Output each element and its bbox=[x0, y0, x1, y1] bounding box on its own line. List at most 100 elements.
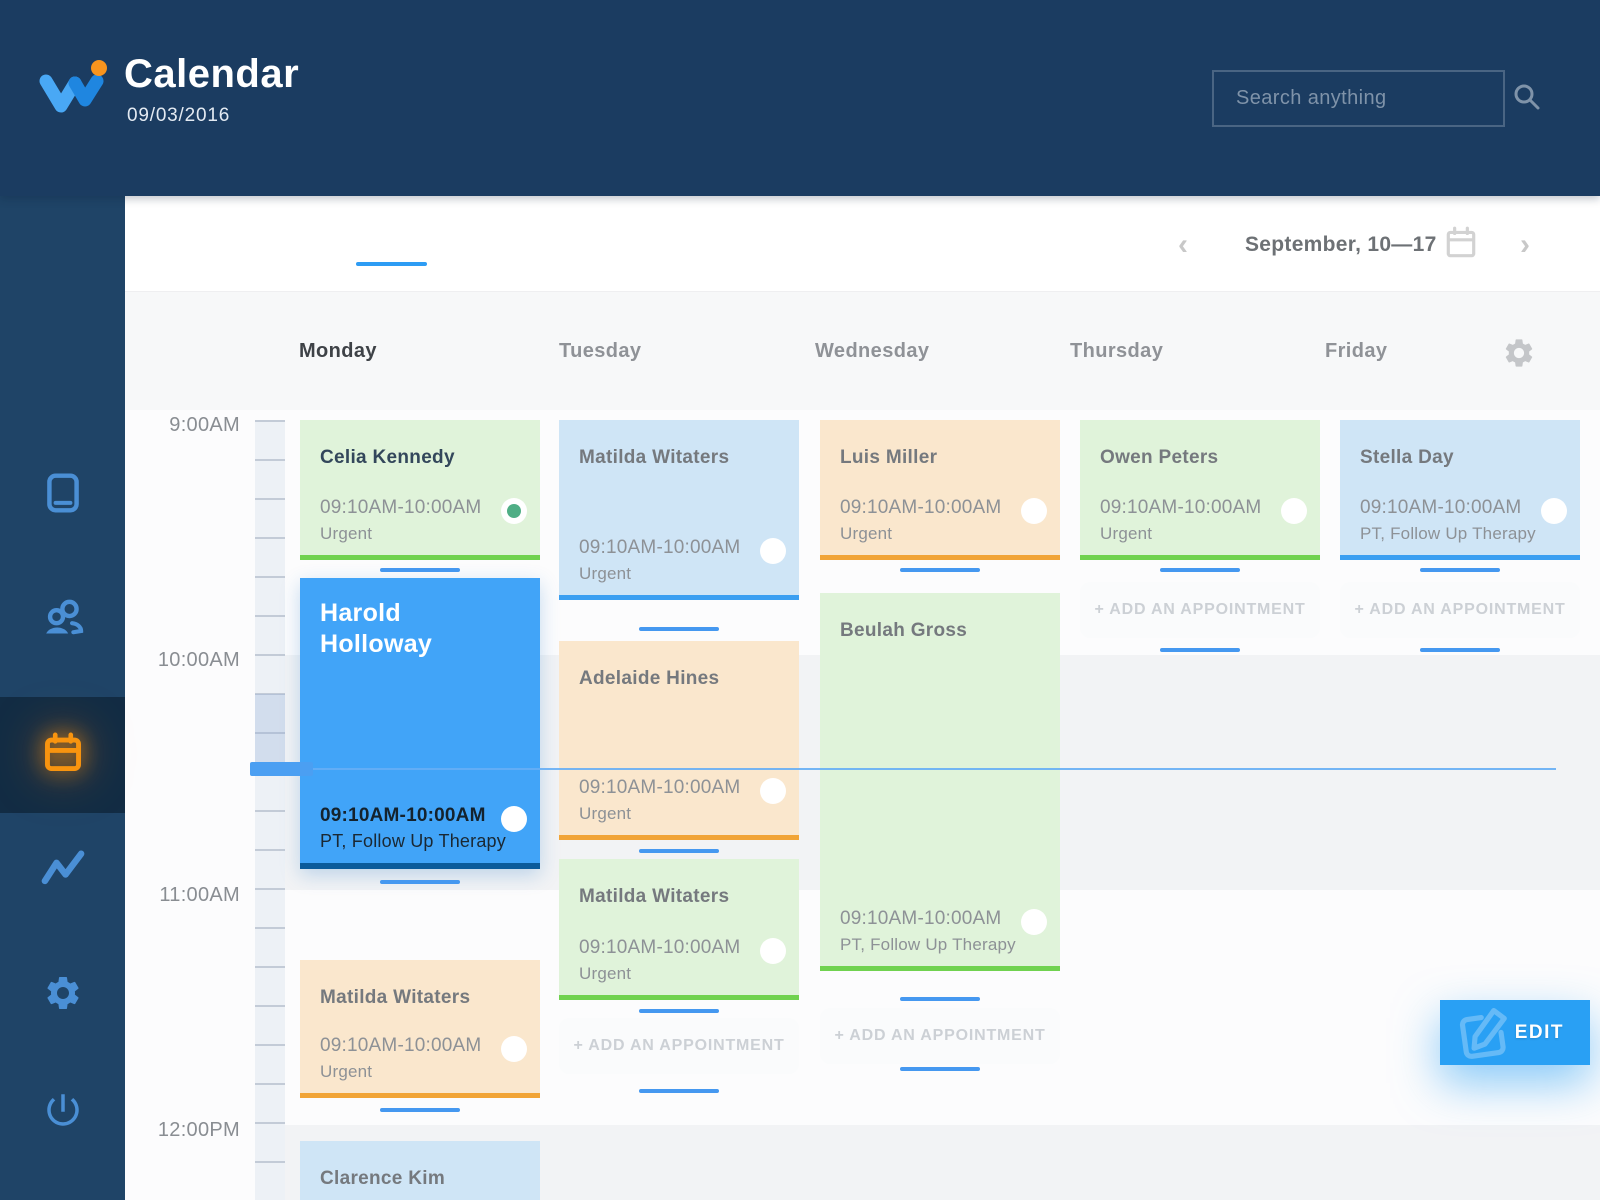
appointment-card[interactable]: Owen Peters 09:10AM-10:00AM Urgent bbox=[1080, 420, 1320, 560]
appointment-note: Urgent bbox=[1100, 524, 1153, 543]
appointment-name: Stella Day bbox=[1360, 447, 1454, 468]
appointment-card[interactable]: Beulah Gross 09:10AM-10:00AM PT, Follow … bbox=[820, 593, 1060, 971]
status-dot-icon[interactable] bbox=[501, 498, 527, 524]
status-dot-icon[interactable] bbox=[760, 778, 786, 804]
appointment-note: PT, Follow Up Therapy bbox=[1360, 524, 1536, 543]
time-slot-strip-highlight bbox=[255, 694, 285, 772]
time-label-11am: 11:00AM bbox=[159, 884, 240, 906]
edit-pencil-icon bbox=[1445, 1000, 1520, 1065]
sidebar-item-settings[interactable] bbox=[0, 945, 125, 1045]
card-drag-indicator[interactable] bbox=[900, 1067, 980, 1071]
app-logo-icon[interactable] bbox=[36, 56, 110, 127]
day-header-wednesday[interactable]: Wednesday bbox=[815, 340, 930, 362]
day-header-tuesday[interactable]: Tuesday bbox=[559, 340, 642, 362]
time-slot-strip[interactable] bbox=[255, 420, 285, 1200]
sidebar-item-logout[interactable] bbox=[0, 1062, 125, 1162]
appointment-name: Matilda Witaters bbox=[579, 447, 730, 468]
day-header-friday[interactable]: Friday bbox=[1325, 340, 1388, 362]
gear-icon bbox=[43, 973, 83, 1018]
prev-week-chevron-icon[interactable]: ‹ bbox=[1178, 228, 1188, 261]
app-header: Calendar 09/03/2016 bbox=[0, 0, 1600, 196]
appointment-time: 09:10AM-10:00AM bbox=[1100, 497, 1262, 518]
card-drag-indicator[interactable] bbox=[380, 568, 460, 572]
notebook-icon bbox=[43, 472, 83, 519]
active-tab-underline bbox=[356, 262, 427, 266]
day-header-thursday[interactable]: Thursday bbox=[1070, 340, 1164, 362]
status-dot-icon[interactable] bbox=[1021, 498, 1047, 524]
appointment-time: 09:10AM-10:00AM bbox=[1360, 497, 1522, 518]
appointment-note: Urgent bbox=[579, 804, 632, 823]
datepicker-calendar-icon[interactable] bbox=[1443, 225, 1479, 266]
card-drag-indicator[interactable] bbox=[900, 997, 980, 1001]
current-time-handle[interactable] bbox=[250, 762, 313, 776]
time-label-9am: 9:00AM bbox=[169, 414, 240, 436]
card-drag-indicator[interactable] bbox=[1160, 568, 1240, 572]
sidebar-item-notebook[interactable] bbox=[0, 445, 125, 545]
appointment-note: Urgent bbox=[579, 564, 632, 583]
appointment-note: PT, Follow Up Therapy bbox=[320, 831, 506, 851]
appointment-card-selected[interactable]: Harold Holloway 09:10AM-10:00AM PT, Foll… bbox=[300, 578, 540, 869]
appointment-card[interactable]: Adelaide Hines 09:10AM-10:00AM Urgent bbox=[559, 641, 799, 840]
appointment-note: Urgent bbox=[320, 524, 373, 543]
current-date: 09/03/2016 bbox=[127, 105, 231, 126]
appointment-time: 09:10AM-10:00AM bbox=[320, 805, 486, 826]
add-appointment-button[interactable]: + ADD AN APPOINTMENT bbox=[559, 1018, 799, 1074]
card-drag-indicator[interactable] bbox=[1420, 568, 1500, 572]
activity-pulse-icon bbox=[41, 849, 85, 892]
appointment-time: 09:10AM-10:00AM bbox=[840, 908, 1002, 929]
card-drag-indicator[interactable] bbox=[639, 1089, 719, 1093]
card-drag-indicator[interactable] bbox=[639, 849, 719, 853]
status-dot-icon[interactable] bbox=[1541, 498, 1567, 524]
appointment-card[interactable]: Luis Miller 09:10AM-10:00AM Urgent bbox=[820, 420, 1060, 560]
appointment-name: Luis Miller bbox=[840, 447, 938, 468]
card-drag-indicator[interactable] bbox=[380, 1108, 460, 1112]
appointment-card[interactable]: Matilda Witaters 09:10AM-10:00AM Urgent bbox=[559, 859, 799, 1000]
add-appointment-button[interactable]: + ADD AN APPOINTMENT bbox=[820, 1008, 1060, 1064]
status-dot-icon[interactable] bbox=[1281, 498, 1307, 524]
card-drag-indicator[interactable] bbox=[380, 880, 460, 884]
appointment-card[interactable]: Celia Kennedy 09:10AM-10:00AM Urgent bbox=[300, 420, 540, 560]
appointment-card[interactable]: Clarence Kim bbox=[300, 1141, 540, 1200]
sidebar-item-calendar[interactable] bbox=[0, 697, 125, 813]
appointment-card[interactable]: Stella Day 09:10AM-10:00AM PT, Follow Up… bbox=[1340, 420, 1580, 560]
appointment-time: 09:10AM-10:00AM bbox=[579, 937, 741, 958]
status-dot-icon[interactable] bbox=[1021, 909, 1047, 935]
card-drag-indicator[interactable] bbox=[639, 1009, 719, 1013]
next-week-chevron-icon[interactable]: › bbox=[1520, 228, 1530, 261]
grid-settings-gear-icon[interactable] bbox=[1502, 336, 1536, 375]
appointment-card[interactable]: Matilda Witaters 09:10AM-10:00AM Urgent bbox=[559, 420, 799, 600]
sidebar-item-patients[interactable] bbox=[0, 570, 125, 670]
status-dot-icon[interactable] bbox=[501, 1036, 527, 1062]
appointment-name: Matilda Witaters bbox=[320, 987, 471, 1008]
edit-button[interactable]: EDIT bbox=[1440, 1000, 1590, 1065]
add-appointment-button[interactable]: + ADD AN APPOINTMENT bbox=[1080, 582, 1320, 638]
appointment-time: 09:10AM-10:00AM bbox=[840, 497, 1002, 518]
appointment-name: Harold Holloway bbox=[320, 599, 433, 659]
status-dot-icon[interactable] bbox=[501, 806, 527, 832]
patients-icon bbox=[41, 598, 85, 643]
appointment-note: Urgent bbox=[320, 1062, 373, 1081]
search-input[interactable] bbox=[1214, 87, 1511, 110]
date-range-label: September, 10—17 bbox=[1245, 233, 1437, 256]
sidebar-item-activity[interactable] bbox=[0, 820, 125, 920]
appointment-name: Beulah Gross bbox=[840, 620, 968, 641]
search-icon[interactable] bbox=[1511, 81, 1541, 116]
day-header-monday[interactable]: Monday bbox=[299, 340, 377, 362]
card-drag-indicator[interactable] bbox=[900, 568, 980, 572]
appointment-time: 09:10AM-10:00AM bbox=[579, 537, 741, 558]
power-icon bbox=[42, 1089, 84, 1136]
card-drag-indicator[interactable] bbox=[1420, 648, 1500, 652]
appointment-name: Matilda Witaters bbox=[579, 886, 730, 907]
status-dot-icon[interactable] bbox=[760, 538, 786, 564]
card-drag-indicator[interactable] bbox=[639, 627, 719, 631]
card-drag-indicator[interactable] bbox=[1160, 648, 1240, 652]
sidebar bbox=[0, 196, 125, 1200]
appointment-name: Celia Kennedy bbox=[320, 447, 455, 468]
add-appointment-button[interactable]: + ADD AN APPOINTMENT bbox=[1340, 582, 1580, 638]
search-box bbox=[1212, 70, 1540, 127]
appointment-time: 09:10AM-10:00AM bbox=[320, 1035, 482, 1056]
appointment-card[interactable]: Matilda Witaters 09:10AM-10:00AM Urgent bbox=[300, 960, 540, 1098]
appointment-time: 09:10AM-10:00AM bbox=[320, 497, 482, 518]
status-dot-icon[interactable] bbox=[760, 938, 786, 964]
